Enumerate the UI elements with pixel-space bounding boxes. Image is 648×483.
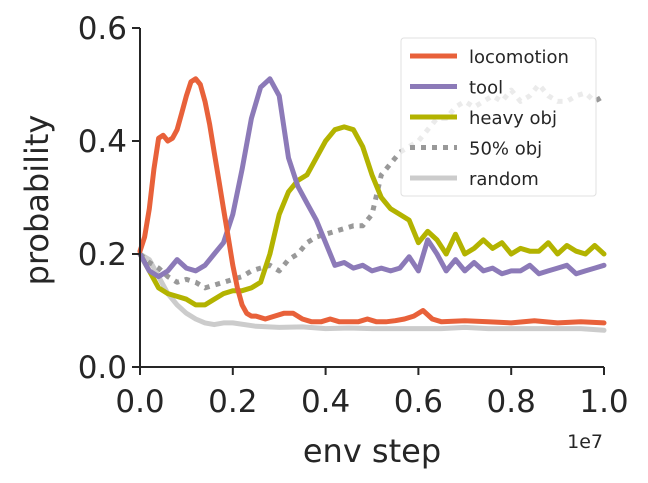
legend-label: random [469, 169, 539, 190]
x-offset-label: 1e7 [567, 431, 603, 453]
x-axis-label: env step [303, 432, 441, 470]
x-tick-label: 0.4 [301, 384, 350, 420]
series-line-locomotion [137, 76, 607, 326]
legend-label: heavy obj [469, 108, 557, 129]
axes [139, 28, 604, 368]
y-axis-label: probability [18, 115, 56, 286]
x-tick-label: 0.2 [208, 384, 257, 420]
x-tick-label: 0.8 [487, 384, 536, 420]
y-tick-label: 0.6 [78, 11, 127, 47]
legend-label: 50% obj [469, 139, 542, 160]
x-tick-label: 0.6 [394, 384, 443, 420]
legend-label: locomotion [469, 47, 569, 68]
ticks: 0.0 0.2 0.4 0.6 0.8 1.0 0.0 0.2 0.4 0.6 [78, 11, 629, 420]
legend-items: locomotion tool heavy obj 50% obj random [410, 47, 569, 190]
legend: locomotion tool heavy obj 50% obj random [400, 37, 597, 197]
legend-frame [400, 37, 597, 197]
series-line-random [137, 251, 607, 333]
series-line-tool [137, 76, 607, 280]
y-tick-label: 0.4 [78, 124, 127, 160]
y-tick-label: 0.2 [78, 237, 127, 273]
legend-label: tool [469, 78, 503, 99]
series-layer [137, 76, 607, 333]
x-tick-label: 1.0 [579, 384, 628, 420]
y-tick-label: 0.0 [78, 350, 127, 386]
series-line-heavy-obj [137, 124, 607, 308]
x-tick-label: 0.0 [115, 384, 164, 420]
